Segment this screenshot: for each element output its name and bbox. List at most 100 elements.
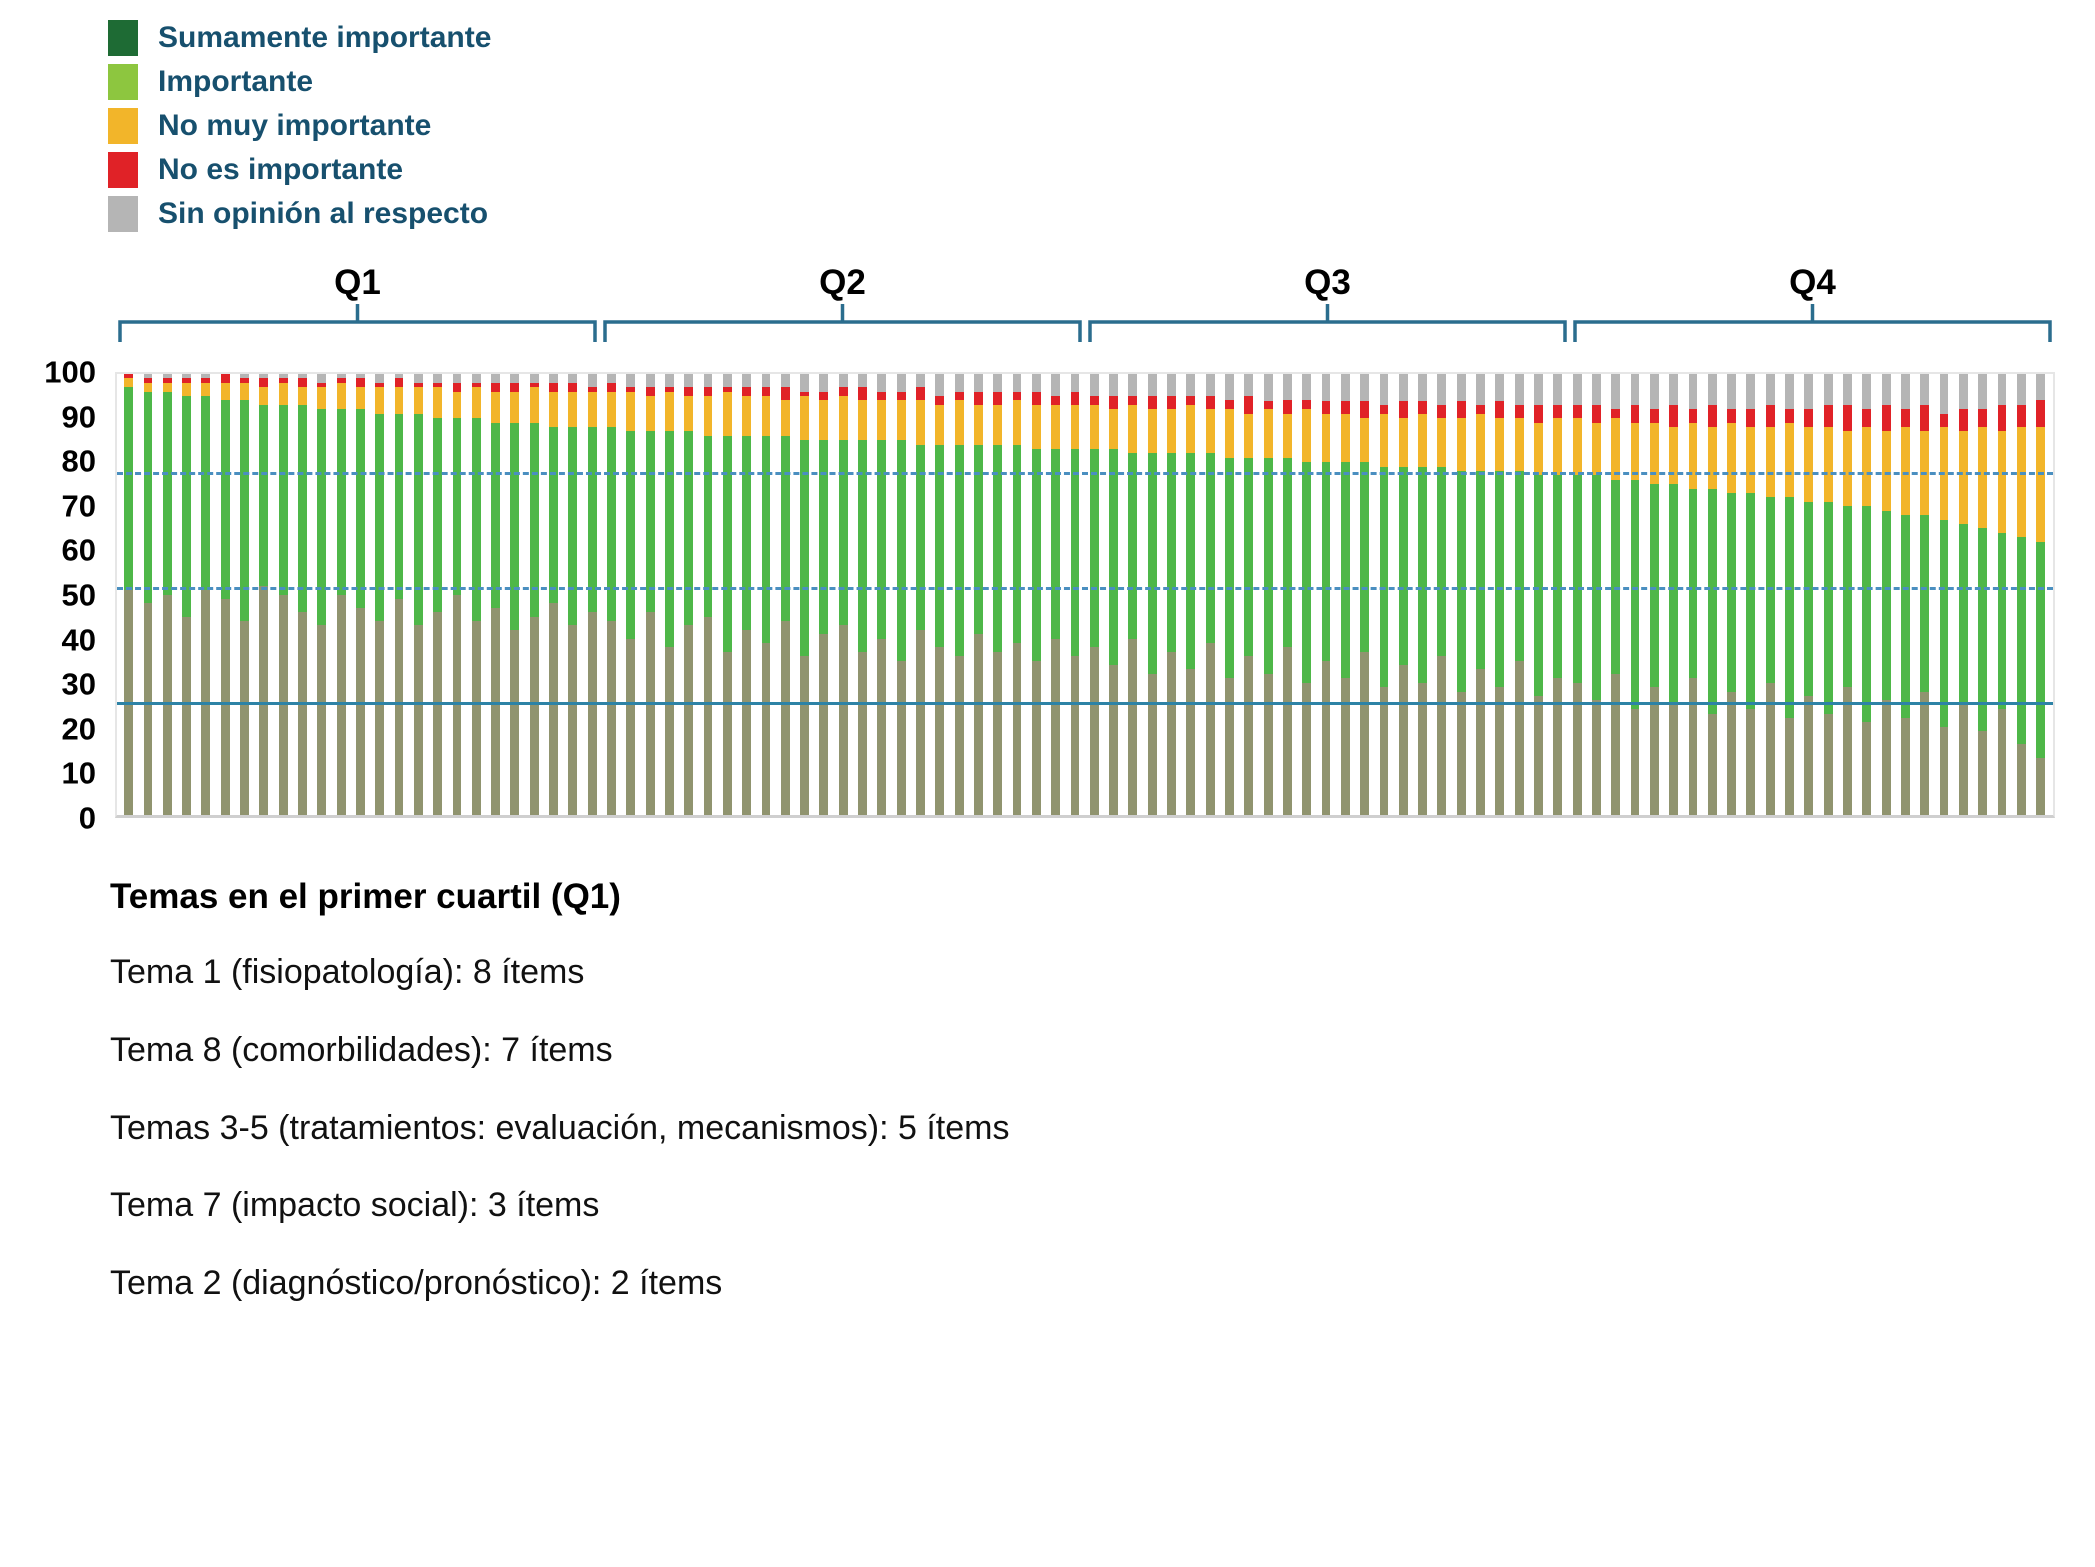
- bar-segment: [645, 374, 655, 388]
- bar-segment: [780, 400, 790, 436]
- bar-segment: [858, 400, 867, 441]
- bar-segment: [1225, 457, 1234, 679]
- bar-slot: [1722, 374, 1741, 815]
- bar-segment: [742, 396, 752, 436]
- stacked-bar: [1340, 374, 1350, 815]
- bar-segment: [1997, 709, 2007, 815]
- bar-segment: [800, 391, 810, 397]
- bar-segment: [954, 656, 964, 815]
- bar-segment: [394, 598, 404, 815]
- bar-segment: [1591, 404, 1601, 423]
- stacked-bar: [162, 374, 172, 815]
- bar-segment: [201, 396, 211, 591]
- stacked-bar: [1225, 374, 1234, 815]
- bar-segment: [626, 374, 636, 388]
- stacked-bar: [1688, 374, 1698, 815]
- bar-segment: [201, 382, 211, 397]
- bar-segment: [336, 409, 346, 595]
- bar-segment: [1051, 638, 1061, 815]
- bar-segment: [1282, 413, 1292, 458]
- bar-segment: [1109, 448, 1119, 666]
- bar-segment: [1321, 374, 1331, 401]
- bar-segment: [278, 378, 288, 383]
- bar-segment: [626, 431, 636, 639]
- bar-segment: [587, 612, 597, 815]
- stacked-bar: [1978, 374, 1988, 815]
- bar-segment: [240, 374, 249, 379]
- stacked-bar: [1418, 374, 1428, 815]
- bar-segment: [124, 378, 134, 388]
- bar-segment: [143, 391, 153, 604]
- bar-segment: [278, 382, 288, 405]
- bar-segment: [1534, 374, 1543, 405]
- y-tick-label: 20: [61, 711, 96, 747]
- bar-segment: [838, 387, 848, 397]
- bar-slot: [1278, 374, 1297, 815]
- bar-segment: [298, 387, 307, 405]
- bar-segment: [471, 382, 481, 388]
- bar-segment: [433, 382, 443, 388]
- bar-segment: [433, 387, 443, 419]
- bar-slot: [1413, 374, 1432, 815]
- bar-segment: [877, 638, 887, 815]
- bar-segment: [220, 382, 230, 401]
- bar-segment: [278, 404, 288, 595]
- bar-segment: [1398, 418, 1408, 467]
- bar-segment: [162, 378, 172, 383]
- bar-segment: [800, 374, 810, 392]
- bar-segment: [973, 444, 983, 635]
- legend-item: Sin opinión al respecto: [108, 196, 491, 232]
- bar-segment: [1109, 374, 1119, 397]
- bar-segment: [1727, 493, 1737, 692]
- bar-segment: [471, 374, 481, 383]
- bar-segment: [1495, 471, 1505, 688]
- quartile-label: Q1: [334, 263, 381, 302]
- bar-slot: [1374, 374, 1393, 815]
- bar-segment: [1804, 409, 1814, 427]
- bar-segment: [1978, 528, 1988, 732]
- bar-segment: [1881, 374, 1891, 405]
- bar-segment: [162, 382, 172, 392]
- bar-segment: [1379, 404, 1389, 414]
- bar-segment: [413, 625, 423, 815]
- bar-segment: [1572, 682, 1582, 815]
- bar-segment: [1302, 374, 1312, 401]
- bar-segment: [1282, 400, 1292, 414]
- bar-segment: [220, 400, 230, 599]
- bar-slot: [351, 374, 370, 815]
- bar-slot: [1162, 374, 1181, 815]
- bar-segment: [1012, 643, 1022, 815]
- bar-segment: [1727, 374, 1737, 410]
- bar-slot: [1181, 374, 1200, 815]
- bar-segment: [664, 431, 674, 648]
- bar-segment: [1765, 404, 1775, 427]
- bar-segment: [1669, 374, 1679, 405]
- bar-segment: [1727, 422, 1737, 494]
- y-tick-label: 100: [44, 354, 96, 390]
- stacked-bar: [1727, 374, 1737, 815]
- bar-segment: [858, 387, 867, 401]
- bar-segment: [1688, 678, 1698, 815]
- bar-segment: [452, 418, 462, 595]
- bar-segment: [742, 387, 752, 397]
- bar-segment: [664, 387, 674, 392]
- bar-segment: [413, 382, 423, 388]
- bar-segment: [1997, 532, 2007, 710]
- bar-segment: [375, 620, 385, 815]
- bar-segment: [1244, 374, 1254, 397]
- bar-segment: [1244, 457, 1254, 657]
- bar-segment: [973, 404, 983, 445]
- quartile-bracket: [1573, 304, 2052, 342]
- bar-slot: [370, 374, 389, 815]
- stacked-bar: [896, 374, 906, 815]
- bar-slot: [1645, 374, 1664, 815]
- bar-segment: [1669, 484, 1679, 705]
- stacked-bar: [954, 374, 964, 815]
- bar-segment: [916, 400, 925, 445]
- bar-segment: [1340, 462, 1350, 679]
- bar-segment: [1572, 374, 1582, 405]
- bar-segment: [1823, 501, 1833, 714]
- bar-slot: [409, 374, 428, 815]
- stacked-bar: [1109, 374, 1119, 815]
- stacked-bar: [1147, 374, 1157, 815]
